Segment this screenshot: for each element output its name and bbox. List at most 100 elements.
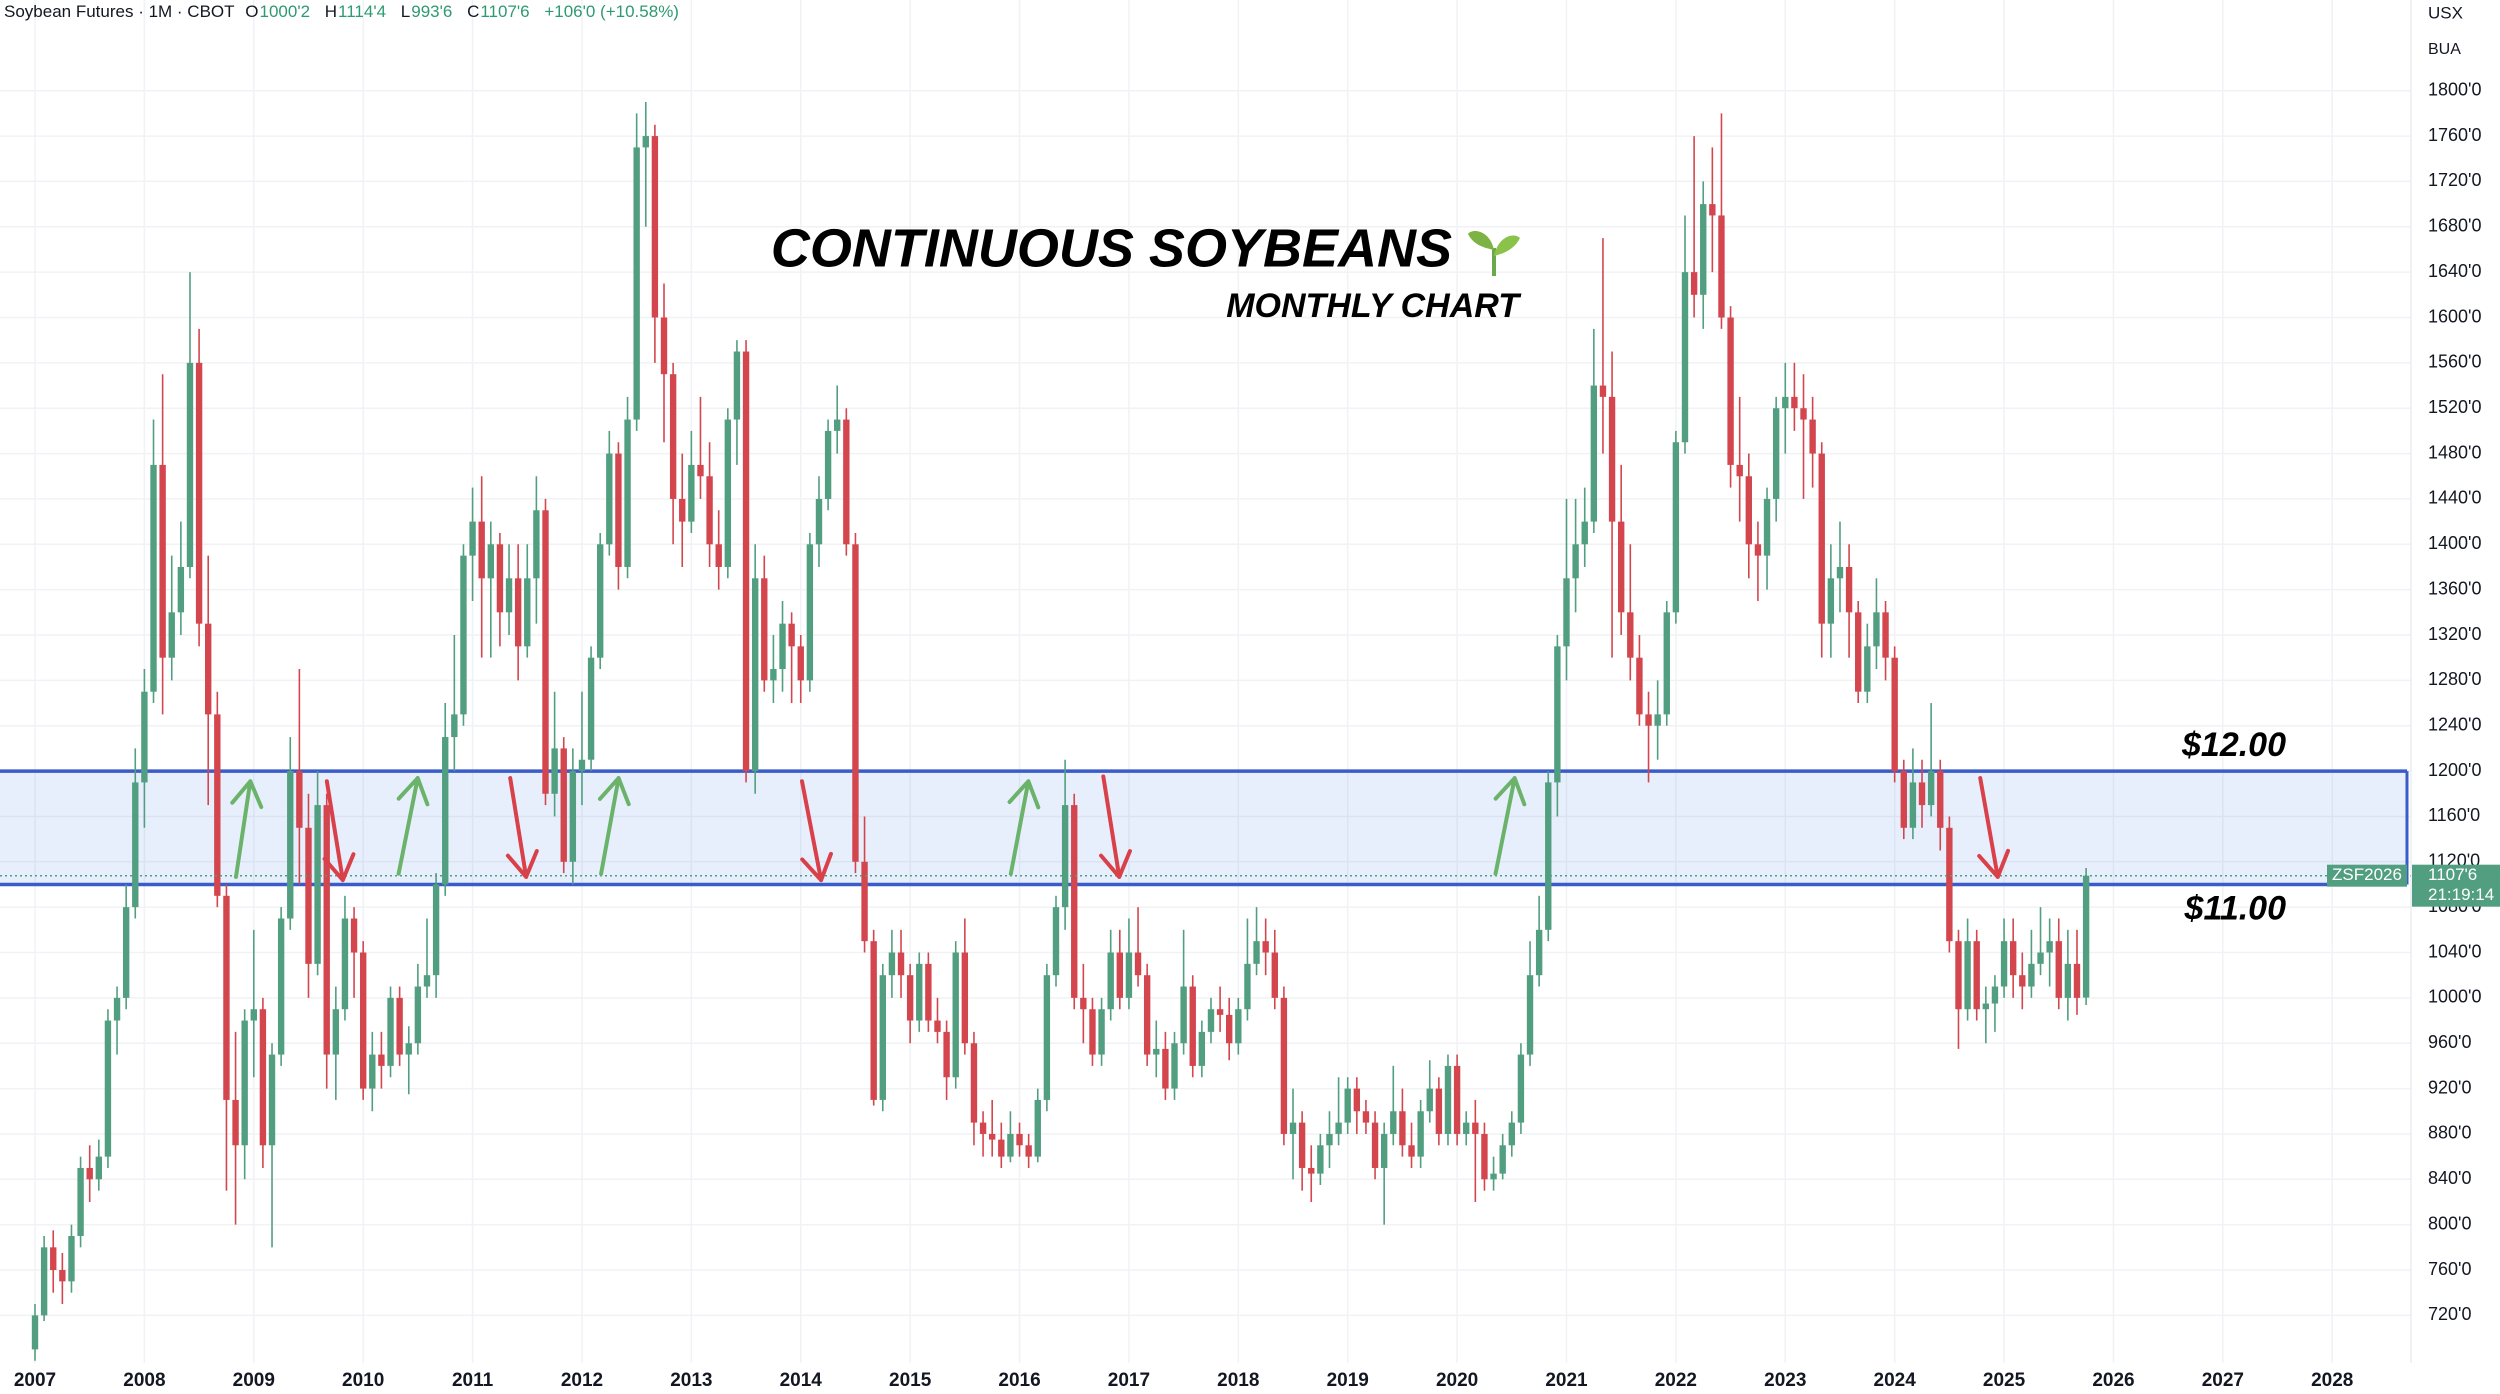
candle-body	[1472, 1122, 1479, 1134]
candle-body	[642, 136, 649, 148]
candle-body	[1226, 1014, 1233, 1044]
candle-body	[1517, 1054, 1525, 1123]
candle-body	[1399, 1111, 1406, 1146]
level-label: $11.00	[2184, 889, 2287, 927]
candle-body	[861, 861, 868, 942]
candle-body	[1946, 827, 1953, 942]
candle-body	[1007, 1133, 1014, 1157]
candle-body	[2055, 941, 2062, 998]
price-tag: ZSF2026 1107'621:19:14	[2327, 864, 2500, 907]
candle-body	[59, 1270, 66, 1282]
x-tick-label: 2028	[2311, 1370, 2353, 1391]
candle-body	[1535, 929, 1543, 976]
y-tick-label: 840'0	[2428, 1168, 2471, 1188]
candle-body	[1253, 941, 1260, 964]
x-tick-label: 2023	[1764, 1370, 1806, 1391]
candle-body	[1490, 1173, 1497, 1180]
candle-body	[1061, 805, 1069, 908]
candle-body	[578, 759, 586, 772]
candle-body	[1280, 997, 1288, 1134]
change: +106'0 (+10.58%)	[544, 2, 679, 21]
candle-body	[1298, 1122, 1306, 1168]
candle-body	[815, 498, 823, 545]
x-tick-label: 2008	[123, 1370, 165, 1391]
candle-body	[1499, 1145, 1506, 1174]
candle-body	[824, 430, 832, 499]
candle-body	[359, 952, 367, 1089]
candle-body	[1782, 396, 1789, 409]
candle-body	[1763, 498, 1771, 556]
candle-body	[250, 1009, 257, 1021]
candle-body	[296, 771, 303, 828]
annotation-arrow	[230, 779, 264, 879]
x-tick-label: 2024	[1874, 1370, 1917, 1391]
candle-body	[1964, 941, 1971, 1010]
candle-body	[660, 317, 668, 375]
candle-body	[1426, 1088, 1433, 1112]
candle-body	[232, 1099, 239, 1146]
candle-body	[1180, 986, 1187, 1044]
candle-body	[1772, 408, 1780, 499]
candle-body	[1271, 952, 1278, 998]
candle-body	[934, 1020, 941, 1032]
candle-body	[770, 669, 777, 681]
tag-countdown: 21:19:14	[2428, 885, 2494, 904]
candle-body	[451, 714, 458, 738]
candle-body	[651, 136, 659, 318]
candle-body	[988, 1133, 996, 1140]
candle-body	[1909, 782, 1917, 828]
candle-body	[524, 578, 531, 647]
annotation-arrow	[799, 779, 833, 883]
candle-body	[1162, 1048, 1169, 1089]
candle-body	[1608, 396, 1616, 522]
candle-body	[733, 351, 741, 420]
y-tick-label: 1600'0	[2428, 306, 2482, 326]
grid	[0, 0, 2411, 1363]
candle-body	[469, 521, 476, 556]
annotation-arrow	[322, 779, 356, 883]
candle-body	[1982, 1003, 1990, 1010]
annotation-arrow	[597, 776, 631, 876]
candle-body	[432, 884, 440, 976]
candle-body	[1371, 1122, 1379, 1168]
y-tick-label: 1720'0	[2428, 170, 2482, 190]
candle-body	[1335, 1122, 1342, 1134]
x-tick-label: 2020	[1436, 1370, 1478, 1391]
candle-body	[369, 1054, 376, 1089]
candle-body	[323, 805, 330, 1055]
x-tick-label: 2021	[1545, 1370, 1588, 1391]
candle-body	[1718, 215, 1725, 318]
candle-body	[1244, 963, 1251, 1010]
candle-body	[2064, 963, 2072, 998]
candle-body	[1107, 952, 1114, 1010]
y-tick-label: 760'0	[2428, 1259, 2471, 1279]
candle-body	[1508, 1122, 1515, 1146]
candle-body	[2037, 952, 2044, 964]
candle-body	[186, 362, 194, 567]
candle-body	[1727, 317, 1734, 465]
y-tick-label: 1440'0	[2428, 488, 2482, 508]
annotation-arrow	[505, 776, 539, 879]
candle-body	[1463, 1122, 1470, 1134]
candle-body	[1134, 952, 1142, 976]
candle-body	[1700, 204, 1707, 295]
candle-body	[688, 464, 695, 522]
candle-body	[259, 1009, 267, 1146]
candle-body	[788, 623, 795, 647]
candle-body	[50, 1247, 57, 1271]
candle-body	[1672, 442, 1680, 613]
candle-body	[834, 419, 841, 431]
sprout-icon	[1468, 231, 1520, 276]
y-tick-label: 1000'0	[2428, 987, 2482, 1007]
x-tick-label: 2015	[889, 1370, 932, 1391]
x-tick-label: 2022	[1655, 1370, 1697, 1391]
y-tick-label: 1400'0	[2428, 533, 2482, 553]
candle-body	[442, 737, 449, 885]
candle-body	[2082, 875, 2090, 998]
y-tick-label: 1680'0	[2428, 216, 2482, 236]
x-tick-label: 2018	[1217, 1370, 1259, 1391]
candle-body	[1927, 771, 1935, 806]
candle-body	[478, 521, 485, 579]
candle-body	[870, 941, 877, 1100]
